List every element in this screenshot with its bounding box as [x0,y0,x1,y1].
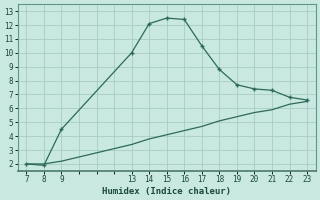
X-axis label: Humidex (Indice chaleur): Humidex (Indice chaleur) [102,187,231,196]
